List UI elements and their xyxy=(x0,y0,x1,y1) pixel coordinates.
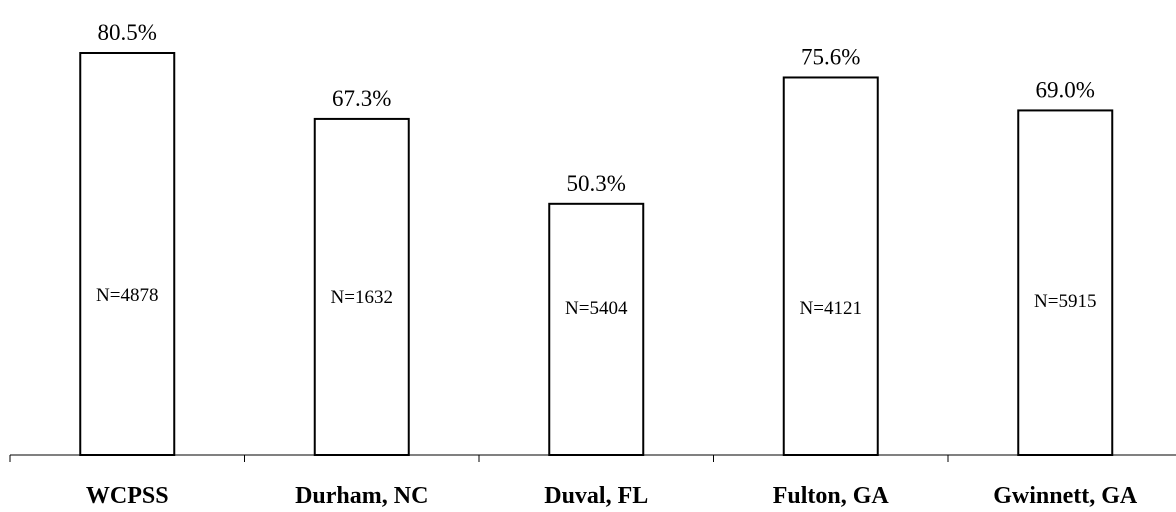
bar-labels: 80.5% N=4878 WCPSS 67.3% N=1632 Durham, NC 50.… xyxy=(86,20,1138,509)
n-label: N=4878 xyxy=(96,285,158,306)
value-label: 50.3% xyxy=(567,171,626,196)
value-label: 67.3% xyxy=(332,86,391,111)
x-axis-ticks xyxy=(9,455,949,462)
n-label: N=5404 xyxy=(565,298,628,319)
value-label: 80.5% xyxy=(98,20,157,45)
bar xyxy=(782,76,879,456)
bars xyxy=(79,52,1114,457)
n-label: N=5915 xyxy=(1034,291,1096,312)
category-label: Duval, FL xyxy=(544,483,648,509)
category-label: WCPSS xyxy=(86,483,169,509)
category-label: Gwinnett, GA xyxy=(993,483,1138,509)
value-label: 75.6% xyxy=(801,44,860,69)
bar xyxy=(548,202,645,456)
value-label: 69.0% xyxy=(1036,77,1095,102)
bar xyxy=(1017,109,1114,457)
bar xyxy=(313,117,410,457)
category-label: Durham, NC xyxy=(295,483,428,509)
n-label: N=1632 xyxy=(331,287,393,308)
category-label: Fulton, GA xyxy=(773,483,890,509)
n-label: N=4121 xyxy=(800,298,862,319)
bar xyxy=(79,52,176,456)
